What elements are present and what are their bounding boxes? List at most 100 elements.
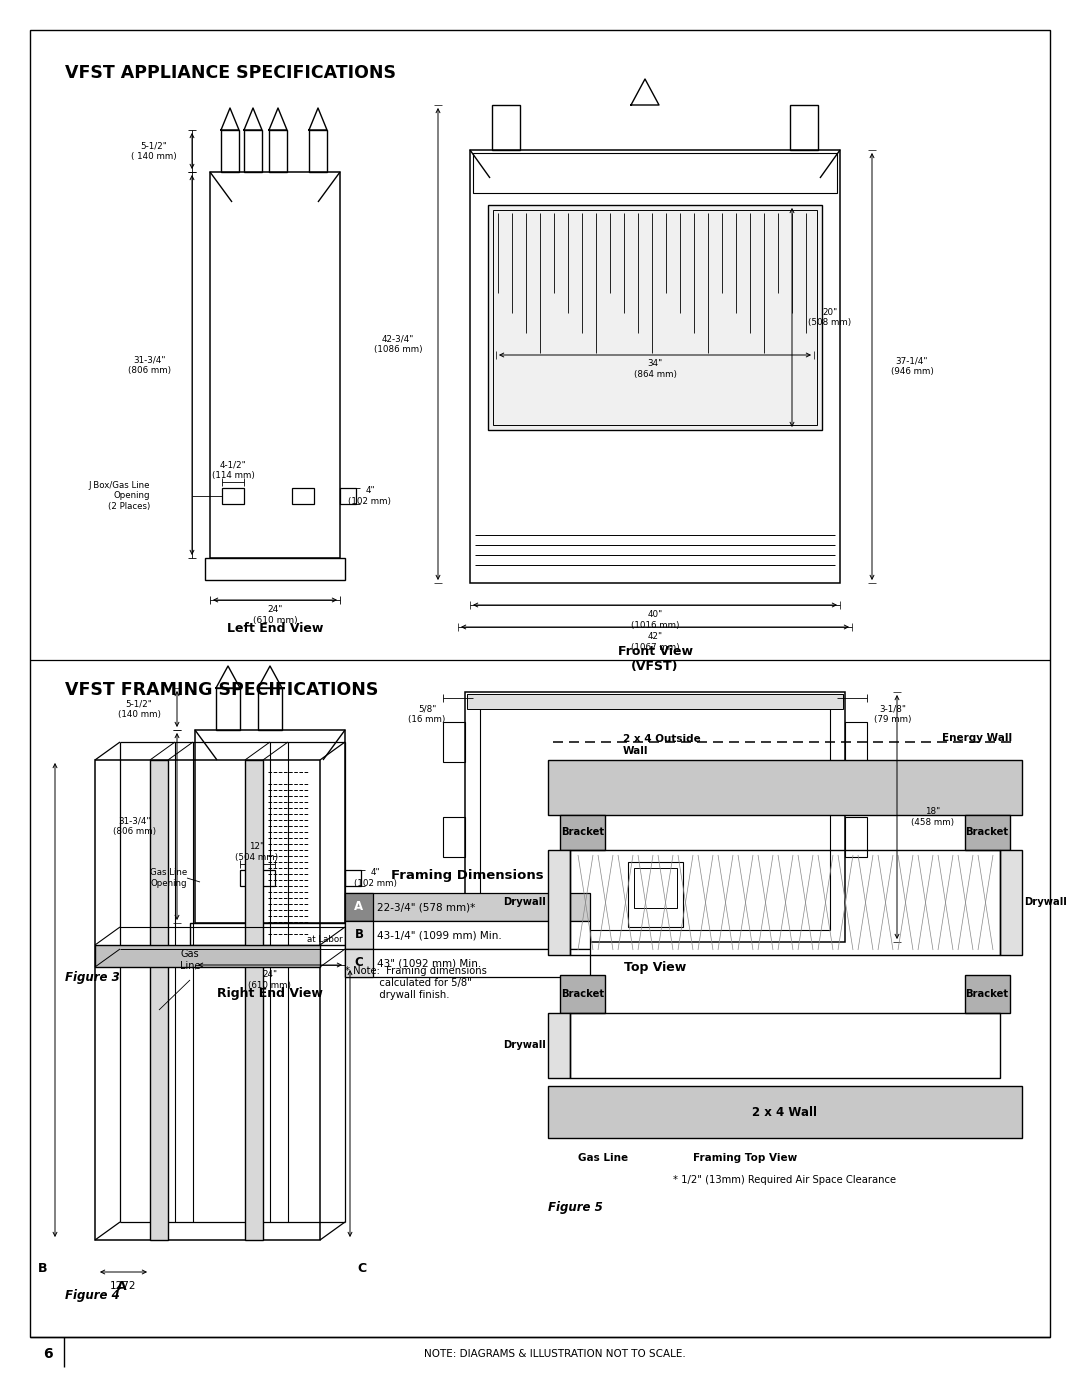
- Text: Gas
Line: Gas Line: [179, 949, 200, 971]
- Text: at Labor: at Labor: [307, 936, 342, 944]
- Bar: [845, 722, 867, 761]
- Bar: [221, 130, 239, 172]
- Bar: [492, 210, 816, 425]
- Text: 5-1/2"
( 140 mm): 5-1/2" ( 140 mm): [131, 141, 177, 161]
- Text: Figure 3: Figure 3: [65, 971, 120, 985]
- Bar: [488, 205, 822, 430]
- Text: VFST APPLIANCE SPECIFICATIONS: VFST APPLIANCE SPECIFICATIONS: [65, 64, 396, 82]
- Text: 31-3/4"
(806 mm): 31-3/4" (806 mm): [129, 355, 172, 374]
- Bar: [492, 105, 519, 149]
- Text: Framing Dimensions: Framing Dimensions: [391, 869, 544, 882]
- Text: 34"
(864 mm): 34" (864 mm): [634, 359, 676, 379]
- Bar: [345, 893, 590, 921]
- Text: 3-1/8"
(79 mm): 3-1/8" (79 mm): [874, 704, 912, 724]
- Text: 2 x 4 Wall: 2 x 4 Wall: [753, 1105, 818, 1119]
- Bar: [258, 687, 282, 731]
- Text: Bracket: Bracket: [966, 989, 1009, 999]
- Bar: [269, 130, 287, 172]
- Bar: [210, 172, 340, 557]
- Text: C: C: [357, 1261, 366, 1274]
- Text: Left End View: Left End View: [227, 622, 323, 634]
- Text: Bracket: Bracket: [562, 989, 605, 999]
- Text: A: A: [118, 1280, 126, 1292]
- Text: VFST FRAMING SPECIFICATIONS: VFST FRAMING SPECIFICATIONS: [65, 680, 378, 698]
- Bar: [561, 814, 605, 849]
- Bar: [845, 817, 867, 856]
- Bar: [95, 760, 320, 1241]
- Bar: [789, 105, 818, 149]
- Text: Energy Wall: Energy Wall: [942, 733, 1012, 743]
- Text: Front View
(VFST): Front View (VFST): [618, 645, 692, 673]
- Text: Gas Line
Opening: Gas Line Opening: [150, 869, 187, 887]
- Text: 31-3/4"
(806 mm): 31-3/4" (806 mm): [113, 817, 157, 837]
- Text: 42"
(1067 mm): 42" (1067 mm): [631, 633, 679, 651]
- Text: Gas Line: Gas Line: [578, 1153, 629, 1162]
- Text: NOTE: DIAGRAMS & ILLUSTRATION NOT TO SCALE.: NOTE: DIAGRAMS & ILLUSTRATION NOT TO SCA…: [424, 1350, 686, 1359]
- Bar: [345, 870, 361, 886]
- Text: Framing Top View: Framing Top View: [693, 1153, 797, 1162]
- Text: A: A: [354, 901, 364, 914]
- Text: Drywall: Drywall: [503, 897, 546, 907]
- Bar: [470, 149, 840, 583]
- Text: Right End View: Right End View: [217, 986, 323, 999]
- Text: 1272: 1272: [110, 1281, 137, 1291]
- Bar: [548, 1013, 570, 1078]
- Bar: [473, 154, 837, 193]
- Bar: [245, 760, 264, 1241]
- Bar: [190, 923, 350, 944]
- Text: 37-1/4"
(946 mm): 37-1/4" (946 mm): [891, 356, 933, 376]
- Text: 24"
(610 mm): 24" (610 mm): [248, 971, 292, 989]
- Bar: [345, 949, 590, 977]
- Text: 4"
(102 mm): 4" (102 mm): [353, 869, 396, 887]
- Bar: [340, 488, 356, 504]
- Bar: [465, 692, 845, 942]
- Text: 12"
(504 mm): 12" (504 mm): [235, 842, 279, 862]
- Bar: [443, 817, 465, 856]
- Text: B: B: [38, 1261, 48, 1274]
- Text: 2 x 4 Outside
Wall: 2 x 4 Outside Wall: [623, 735, 701, 756]
- Text: 24"
(610 mm): 24" (610 mm): [253, 605, 297, 624]
- Text: Top View: Top View: [624, 961, 686, 975]
- Bar: [216, 687, 240, 731]
- Bar: [966, 814, 1010, 849]
- Bar: [570, 849, 1000, 956]
- Bar: [570, 1013, 1000, 1078]
- Text: 20"
(508 mm): 20" (508 mm): [808, 307, 852, 327]
- Bar: [240, 870, 275, 886]
- Bar: [309, 130, 327, 172]
- Bar: [345, 921, 373, 949]
- Text: 43-1/4" (1099 mm) Min.: 43-1/4" (1099 mm) Min.: [377, 930, 502, 940]
- Text: Bracket: Bracket: [562, 827, 605, 837]
- Text: B: B: [354, 929, 364, 942]
- Bar: [561, 975, 605, 1013]
- Bar: [205, 557, 345, 580]
- Text: Bracket: Bracket: [966, 827, 1009, 837]
- Bar: [548, 849, 570, 956]
- Text: 5/8"
(16 mm): 5/8" (16 mm): [408, 704, 446, 724]
- Text: 6: 6: [43, 1347, 53, 1361]
- Bar: [1000, 849, 1022, 956]
- Bar: [345, 949, 373, 977]
- Bar: [345, 921, 590, 949]
- Bar: [627, 862, 683, 928]
- Bar: [443, 722, 465, 761]
- Text: 5-1/2"
(140 mm): 5-1/2" (140 mm): [118, 700, 161, 718]
- Text: Figure 4: Figure 4: [65, 1288, 120, 1302]
- Text: 4"
(102 mm): 4" (102 mm): [349, 486, 391, 506]
- Text: 40"
(1016 mm): 40" (1016 mm): [631, 610, 679, 630]
- Bar: [480, 704, 831, 930]
- Text: Drywall: Drywall: [1024, 897, 1067, 907]
- Bar: [345, 893, 373, 921]
- Bar: [222, 488, 244, 504]
- Bar: [467, 694, 843, 710]
- Text: * 1/2" (13mm) Required Air Space Clearance: * 1/2" (13mm) Required Air Space Clearan…: [674, 1175, 896, 1185]
- Bar: [150, 760, 168, 1241]
- Text: 18"
(458 mm): 18" (458 mm): [912, 807, 955, 827]
- Bar: [292, 488, 314, 504]
- Text: Figure 5: Figure 5: [548, 1201, 603, 1214]
- Text: 4-1/2"
(114 mm): 4-1/2" (114 mm): [212, 460, 255, 479]
- Bar: [548, 1085, 1022, 1139]
- Bar: [244, 130, 262, 172]
- Bar: [195, 731, 345, 923]
- Bar: [966, 975, 1010, 1013]
